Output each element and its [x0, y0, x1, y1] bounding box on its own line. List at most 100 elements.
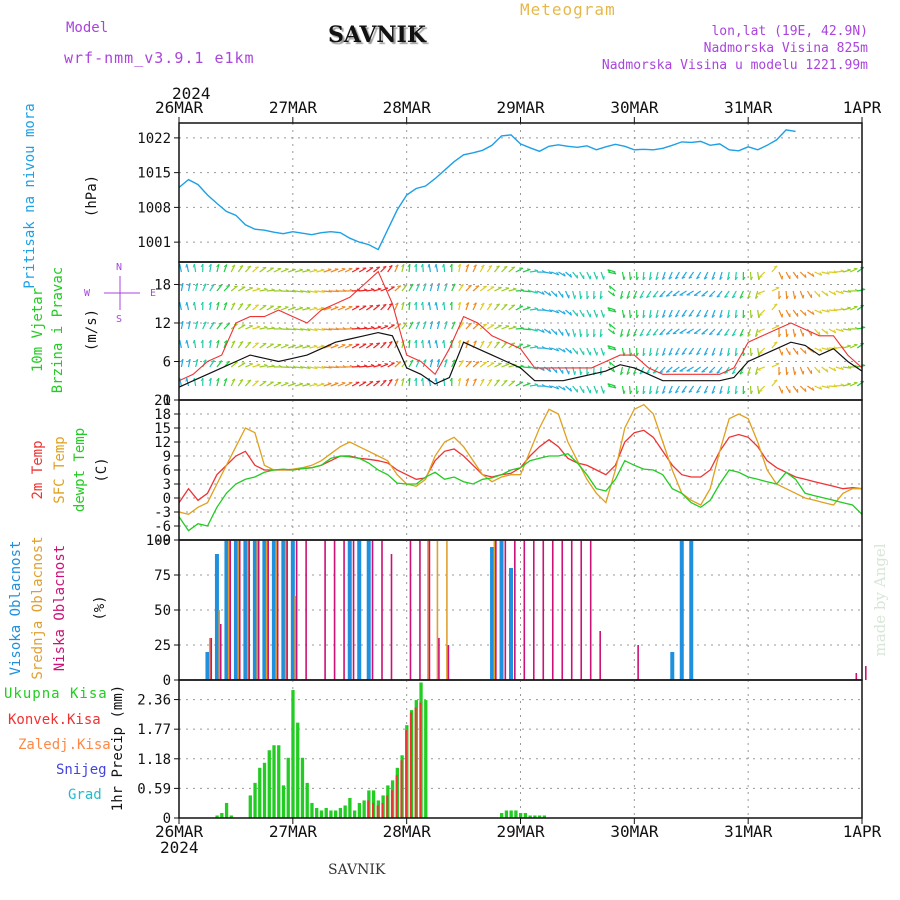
wind-arrow	[593, 385, 598, 394]
wind-arrow	[216, 322, 223, 330]
wind-arrow	[451, 321, 456, 330]
cloud-low-bar	[542, 540, 545, 680]
wind-arrow	[711, 347, 716, 356]
wind-arrow	[814, 290, 821, 298]
wind-arrow	[550, 290, 558, 298]
wind-arrow	[661, 385, 666, 394]
wind-arrow	[785, 309, 791, 318]
wind-arrowhead	[727, 352, 731, 357]
wind-arrow	[358, 381, 367, 387]
wind-arrow	[259, 288, 268, 292]
wind-arrow	[799, 271, 807, 279]
wind-arrow	[309, 328, 318, 332]
wind-arrowhead	[642, 276, 646, 281]
precip-legend-freezing: Zaledj.Kisa	[18, 737, 111, 753]
wind-arrowhead	[716, 371, 721, 374]
cloud-high-bar	[252, 540, 257, 680]
wind-arrow	[807, 309, 815, 316]
wind-arrowhead	[629, 390, 633, 395]
wind-arrowhead	[320, 268, 325, 271]
wind-arrowhead	[755, 333, 759, 338]
precip-convective-bar	[400, 760, 403, 818]
wind-arrow	[719, 271, 723, 280]
precip-total-bar	[533, 815, 537, 818]
wind-arrowhead	[200, 263, 204, 268]
wind-arrowhead	[208, 301, 212, 306]
wind-arrowhead	[593, 295, 596, 300]
wind-arrow	[648, 271, 652, 280]
wind-arrow	[544, 309, 553, 313]
wind-arrow	[443, 263, 446, 273]
cloud-low-bar	[276, 540, 279, 680]
wind-arrow	[252, 380, 260, 387]
wind-arrowhead	[646, 333, 650, 337]
model-elevation-label: Nadmorska Visina u modelu 1221.99m	[601, 58, 868, 73]
wind-arrowhead	[840, 269, 845, 272]
wind-arrowhead	[520, 364, 524, 367]
wind-arrow	[209, 322, 215, 330]
wind-arrowhead	[420, 263, 424, 268]
wind-arrow	[302, 290, 311, 294]
wind-arrowhead	[580, 295, 583, 300]
wind-arrow	[508, 288, 517, 292]
wind-arrow	[734, 385, 737, 395]
wind-arrow	[387, 362, 395, 368]
wind-arrow	[681, 271, 688, 279]
wind-arrowhead	[576, 388, 579, 393]
wind-arrow	[749, 271, 752, 281]
wind-arrowhead	[247, 265, 252, 268]
wind-arrow	[696, 271, 702, 280]
wind-arrowhead	[812, 387, 815, 391]
wind-arrow	[792, 290, 796, 299]
wind-arrowhead	[709, 295, 713, 298]
wind-arrow	[458, 284, 464, 292]
wind-arrowhead	[534, 345, 539, 348]
wind-arrow	[451, 359, 456, 368]
wind-arrow	[209, 264, 212, 273]
wind-arrowhead	[480, 264, 485, 268]
wind-arrow	[394, 285, 402, 292]
wind-arrow	[792, 271, 799, 279]
precip-frame	[178, 679, 863, 819]
wind-arrow	[394, 378, 399, 387]
wind-arrow	[696, 347, 702, 356]
wind-arrow	[408, 377, 411, 387]
wind-arrowhead	[563, 272, 566, 277]
wind-arrow	[408, 339, 411, 349]
wind-arrow	[287, 268, 296, 273]
precip-total-bar	[343, 805, 347, 818]
cloud-mid-bar	[256, 540, 258, 680]
wind-arrow	[309, 366, 318, 370]
wind-arrowhead	[314, 327, 318, 331]
wind-arrow	[600, 309, 605, 318]
wind-arrow	[835, 270, 844, 273]
wind-arrowhead	[576, 350, 579, 355]
wind-arrow	[223, 322, 231, 330]
wind-arrow	[366, 289, 375, 292]
wind-arrow	[672, 366, 680, 373]
cloud-low-bar	[219, 624, 222, 680]
pressure-tick-label: 1008	[137, 200, 171, 216]
wind-arrow	[179, 264, 182, 273]
wind-arrow	[458, 360, 464, 368]
wind-arrowhead	[300, 327, 304, 331]
wind-arrow	[579, 309, 585, 318]
wind-arrowhead	[503, 379, 508, 382]
wind-arrow	[806, 290, 813, 299]
wind-arrow	[266, 327, 275, 330]
precip-total-bar	[248, 795, 252, 818]
wind-arrow	[387, 303, 393, 311]
wind-arrow	[652, 290, 659, 298]
wind-arrow	[465, 322, 472, 330]
temperature-tick-label: 9	[163, 449, 171, 465]
cloud-low-bar	[580, 540, 583, 680]
precip-total-bar	[296, 722, 300, 818]
wind-arrowhead	[639, 295, 644, 299]
precip-total-bar	[509, 810, 513, 818]
wind-arrow	[380, 325, 389, 330]
wind-arrow	[693, 366, 702, 373]
wind-arrowhead	[701, 294, 706, 297]
wind-arrowhead	[247, 303, 252, 306]
wind-arrowhead	[480, 302, 485, 306]
wind-arrowhead	[218, 360, 223, 363]
